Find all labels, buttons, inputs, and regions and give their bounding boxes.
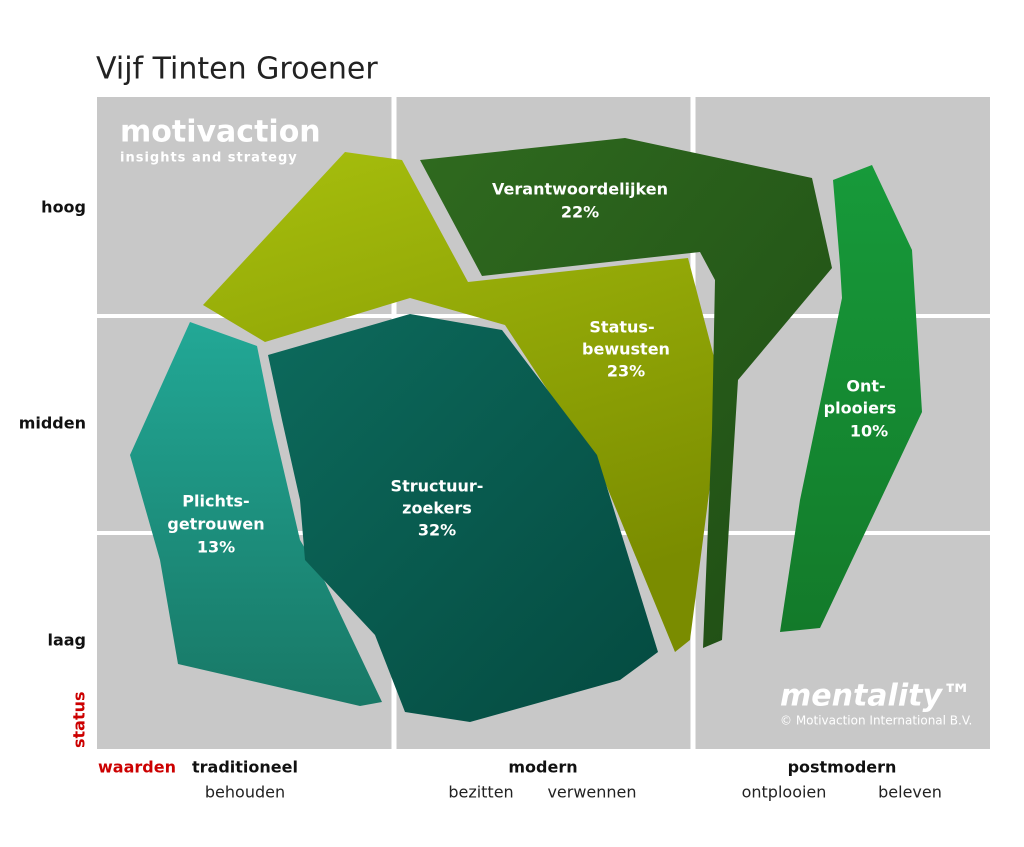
segment-label: Status- — [589, 318, 654, 337]
segment-label: Structuur- — [391, 477, 484, 496]
x-group: traditioneel — [192, 758, 298, 777]
y-level: laag — [47, 631, 86, 650]
segment-shape — [203, 152, 720, 652]
x-group: postmodern — [788, 758, 897, 777]
x-sub: bezitten — [448, 783, 513, 802]
segment-shape — [780, 165, 922, 632]
x-title: waarden — [98, 758, 176, 777]
brand-tagline: insights and strategy — [120, 151, 298, 166]
segment-label: Verantwoordelijken — [492, 180, 668, 199]
y-level: midden — [19, 414, 86, 433]
segment-shape — [130, 322, 382, 706]
y-title: status — [70, 691, 89, 748]
segment-share: 23% — [607, 362, 645, 381]
copyright: © Motivaction International B.V. — [780, 714, 972, 728]
product-name: mentality™ — [780, 679, 972, 714]
title: Vijf Tinten Groener — [96, 52, 378, 87]
segment-label: Plichts- — [182, 492, 249, 511]
segment-label: Ont- — [846, 377, 885, 396]
segment-label: bewusten — [582, 340, 670, 359]
x-sub: ontplooien — [742, 783, 827, 802]
x-sub: verwennen — [547, 783, 636, 802]
segment-share: 32% — [418, 521, 456, 540]
segment-shape — [268, 314, 658, 722]
segment-share: 13% — [197, 538, 235, 557]
y-level: hoog — [41, 198, 86, 217]
segment-label: plooiers — [824, 399, 897, 418]
segment-share: 22% — [561, 203, 599, 222]
segment-label: zoekers — [402, 499, 472, 518]
x-sub: beleven — [878, 783, 942, 802]
segment-share: 10% — [850, 422, 888, 441]
segments — [130, 138, 922, 722]
brand-name: motivaction — [120, 115, 321, 150]
segment-label: getrouwen — [167, 515, 264, 534]
x-sub: behouden — [205, 783, 285, 802]
segment-shape — [420, 138, 832, 648]
x-group: modern — [508, 758, 577, 777]
